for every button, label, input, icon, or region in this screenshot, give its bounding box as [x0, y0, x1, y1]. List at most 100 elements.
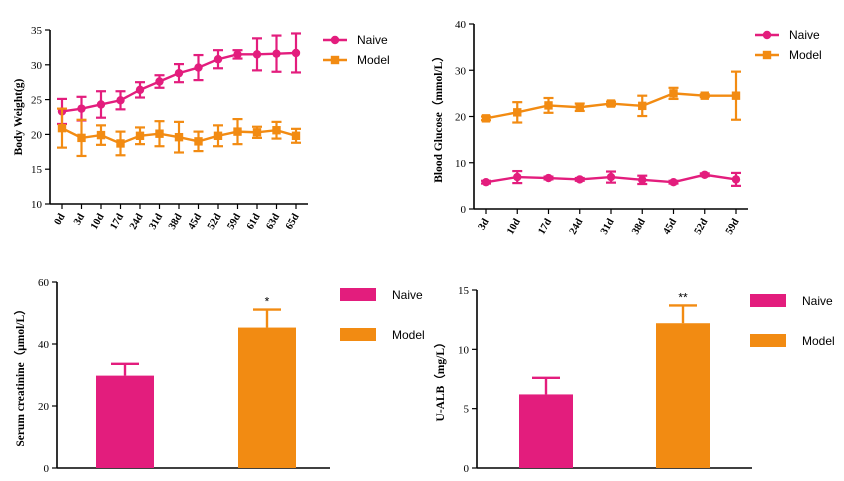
y-tick-label: 30	[455, 65, 467, 77]
u-alb-chart: 0 5 10 15 U-ALB（mg/L） ** Naive Model	[433, 285, 835, 475]
y-axis-title: Serum creatinine（μmol/L）	[13, 303, 27, 446]
data-point-model	[481, 114, 491, 123]
data-point-naive	[638, 175, 647, 185]
y-tick-label: 40	[455, 19, 467, 31]
x-tick-label: 63d	[264, 212, 282, 232]
y-tick-label: 20	[455, 112, 467, 124]
x-tick-label: 38d	[630, 217, 648, 237]
x-tick-label: 52d	[693, 217, 711, 237]
x-tick-label: 10d	[505, 217, 523, 237]
legend-marker	[330, 55, 340, 65]
x-tick-label: 0d	[53, 212, 68, 227]
data-point-naive	[544, 173, 553, 183]
y-tick-label: 20	[38, 401, 50, 413]
data-point-model	[291, 131, 301, 140]
y-tick-label: 10	[31, 199, 43, 211]
data-point-naive	[575, 175, 584, 184]
legend-swatch-naive	[750, 294, 786, 307]
data-point-model	[135, 131, 145, 140]
legend-label-model: Model	[789, 48, 822, 62]
y-tick-label: 15	[458, 285, 470, 297]
data-point-naive	[731, 175, 741, 184]
y-axis-title: Blood Glucose（mmol/L）	[431, 50, 445, 183]
y-tick-label: 0	[464, 463, 470, 475]
data-point-naive	[513, 172, 522, 182]
data-point-model	[700, 91, 709, 100]
data-point-naive	[213, 55, 223, 64]
x-tick-label: 38d	[167, 212, 185, 232]
bar-model	[656, 323, 710, 468]
data-point-naive	[96, 100, 106, 109]
legend-swatch-model	[750, 334, 786, 347]
bar-naive	[96, 375, 154, 468]
blood-glucose-chart: 0 10 20 30 40 Blood Glucose（mmol/L） 3d 10d 17d 24…	[431, 19, 822, 237]
legend-swatch-model	[340, 328, 376, 341]
x-tick-label: 24d	[128, 212, 146, 232]
legend-label-naive: Naive	[392, 288, 423, 302]
legend-label-naive: Naive	[802, 294, 833, 308]
x-tick-label: 17d	[108, 212, 126, 232]
y-tick-label: 5	[464, 404, 470, 416]
data-point-model	[575, 103, 584, 112]
x-tick-label: 45d	[186, 212, 204, 232]
y-axis-title: Body Weight(g)	[13, 78, 25, 155]
y-tick-label: 35	[31, 25, 43, 37]
y-tick-label: 20	[31, 129, 43, 141]
y-tick-label: 0	[461, 204, 467, 216]
legend-label-naive: Naive	[357, 33, 388, 47]
data-point-model	[252, 128, 262, 137]
data-point-model	[174, 132, 184, 142]
legend-swatch-naive	[340, 288, 376, 301]
y-tick-label: 25	[31, 95, 43, 107]
data-point-model	[731, 91, 741, 100]
y-tick-label: 30	[31, 60, 43, 72]
data-point-model	[116, 139, 125, 148]
x-tick-label: 31d	[599, 217, 617, 237]
data-point-model	[669, 89, 678, 98]
data-point-naive	[233, 50, 242, 59]
data-point-naive	[669, 177, 678, 187]
x-tick-label: 31d	[147, 212, 165, 232]
x-tick-label: 59d	[724, 217, 742, 237]
y-tick-label: 40	[38, 339, 50, 351]
data-point-model	[606, 99, 616, 108]
data-point-model	[213, 131, 223, 140]
y-tick-label: 60	[38, 277, 50, 289]
y-tick-label: 10	[455, 158, 467, 170]
data-point-naive	[481, 177, 491, 187]
legend-marker	[762, 50, 772, 60]
serum-creatinine-chart: 0 20 40 60 Serum creatinine（μmol/L） * Naive Mod…	[13, 277, 425, 475]
x-tick-label: 65d	[284, 212, 302, 232]
data-point-naive	[700, 170, 709, 179]
data-point-model	[155, 129, 164, 138]
legend-label-model: Model	[802, 334, 835, 348]
data-point-naive	[291, 48, 301, 58]
data-point-model	[233, 127, 242, 136]
x-tick-label: 3d	[72, 212, 87, 227]
data-point-naive	[135, 85, 145, 95]
data-point-model	[194, 137, 203, 146]
x-tick-label: 10d	[89, 212, 107, 232]
data-point-naive	[116, 96, 125, 105]
data-point-model	[57, 123, 67, 133]
legend-label-model: Model	[392, 328, 425, 342]
legend-label-naive: Naive	[789, 28, 820, 42]
data-point-model	[96, 130, 106, 140]
y-tick-label: 10	[458, 344, 470, 356]
data-point-model	[513, 108, 522, 117]
y-tick-label: 0	[44, 463, 50, 475]
x-tick-label: 24d	[568, 217, 586, 237]
significance-marker: *	[265, 295, 270, 309]
data-point-model	[77, 133, 86, 143]
data-point-model	[638, 101, 647, 111]
data-point-model	[544, 101, 553, 110]
legend-marker	[330, 35, 340, 45]
bar-naive	[519, 394, 573, 468]
x-tick-label: 61d	[245, 212, 263, 232]
x-tick-label: 45d	[661, 217, 679, 237]
legend-label-model: Model	[357, 53, 390, 67]
data-point-naive	[272, 49, 281, 58]
significance-marker: **	[678, 290, 688, 304]
data-point-naive	[77, 104, 86, 113]
